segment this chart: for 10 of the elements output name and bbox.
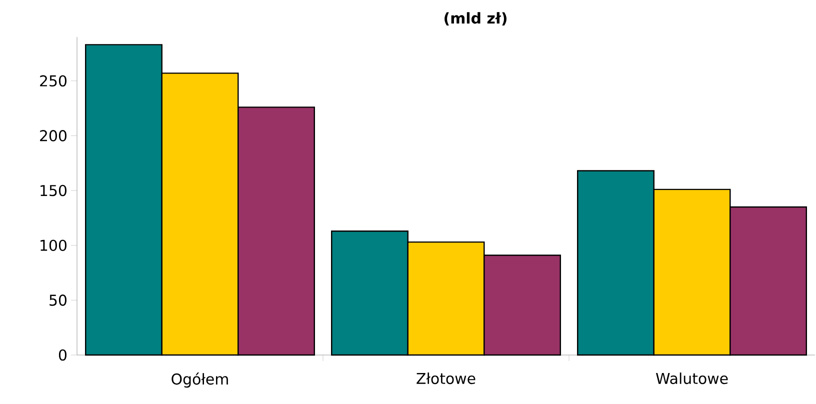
y-tick-label: 0 — [58, 349, 66, 361]
y-tick-label: 50 — [50, 294, 66, 306]
x-tick-label: Złotowe — [416, 372, 476, 384]
y-tick-label: 150 — [40, 184, 66, 196]
x-tick-label: Ogółem — [172, 372, 228, 388]
y-tick-label: 250 — [40, 75, 66, 87]
chart-title: (mld zł) — [444, 12, 506, 26]
y-tick-label: 100 — [40, 240, 66, 252]
x-tick-label: Walutowe — [656, 372, 728, 384]
y-tick-label: 200 — [40, 130, 66, 142]
